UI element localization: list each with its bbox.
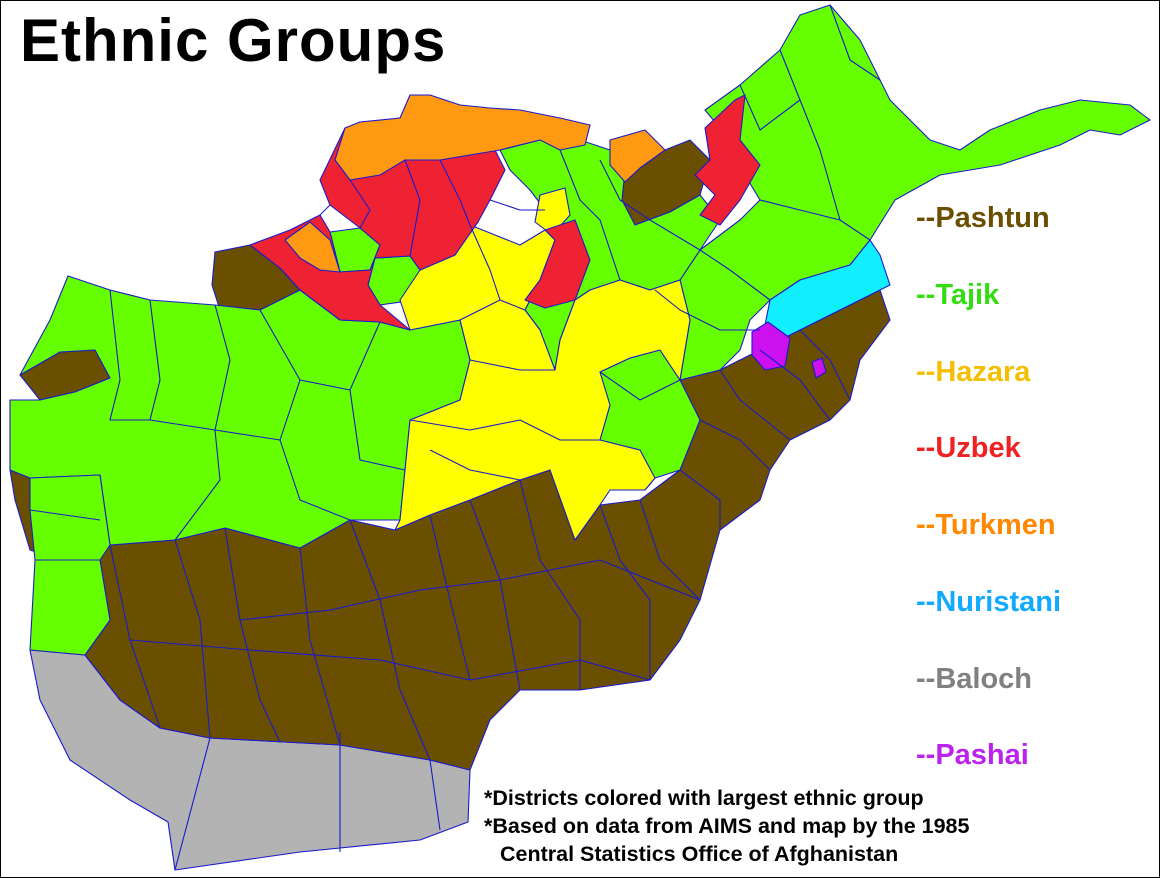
legend-item-pashai: --Pashai <box>916 739 1029 771</box>
legend-item-uzbek: --Uzbek <box>916 432 1021 464</box>
region-tajik-farah <box>29 474 111 656</box>
legend-item-baloch: --Baloch <box>916 663 1032 695</box>
note-data-source: *Based on data from AIMS and map by the … <box>484 814 970 838</box>
legend-item-hazara: --Hazara <box>916 356 1031 388</box>
region-pashai <box>751 321 791 371</box>
region-turkmen-west <box>284 221 341 273</box>
region-turkmen-east <box>609 129 666 183</box>
district-boundaries <box>29 4 881 871</box>
region-tajik-northeast <box>679 4 1151 381</box>
note-districts: *Districts colored with largest ethnic g… <box>484 786 924 810</box>
region-turkmen-north <box>334 94 591 181</box>
region-uzbek-sarepul <box>524 219 591 309</box>
legend-item-tajik: --Tajik <box>916 279 1000 311</box>
region-uzbek-east <box>694 94 761 226</box>
legend-item-pashtun: --Pashtun <box>916 202 1050 234</box>
note-statistics-office: Central Statistics Office of Afghanistan <box>500 842 899 866</box>
map-title: Ethnic Groups <box>20 7 447 74</box>
legend-item-turkmen: --Turkmen <box>916 509 1056 541</box>
region-hazara <box>394 224 691 541</box>
legend-item-nuristani: --Nuristani <box>916 586 1061 618</box>
region-pashai-small <box>811 357 827 379</box>
